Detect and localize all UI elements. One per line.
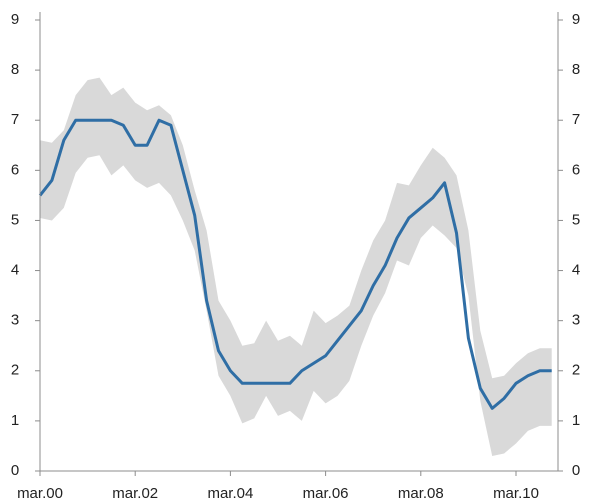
y-tick-label: 4 <box>11 262 19 279</box>
x-tick-label: mar.00 <box>17 485 63 502</box>
y2-tick-label: 4 <box>572 262 580 279</box>
x-tick-label: mar.06 <box>303 485 349 502</box>
y2-tick-label: 8 <box>572 61 580 78</box>
y2-tick-label: 9 <box>572 11 580 28</box>
y-tick-label: 8 <box>11 61 19 78</box>
band <box>40 77 552 456</box>
y2-tick-label: 2 <box>572 362 580 379</box>
y-tick-label: 2 <box>11 362 19 379</box>
y-tick-label: 0 <box>11 462 19 479</box>
y-tick-label: 9 <box>11 11 19 28</box>
y-tick-label: 3 <box>11 312 19 329</box>
y2-tick-label: 3 <box>572 312 580 329</box>
y-tick-label: 5 <box>11 211 19 228</box>
x-tick-label: mar.08 <box>398 485 444 502</box>
y2-tick-label: 6 <box>572 161 580 178</box>
x-tick-label: mar.02 <box>112 485 158 502</box>
x-tick-label: mar.04 <box>207 485 253 502</box>
y-tick-label: 7 <box>11 111 19 128</box>
y2-tick-label: 7 <box>572 111 580 128</box>
y2-tick-label: 0 <box>572 462 580 479</box>
y2-tick-label: 5 <box>572 211 580 228</box>
y2-tick-label: 1 <box>572 412 580 429</box>
line <box>38 118 552 410</box>
x-tick-label: mar.10 <box>493 485 539 502</box>
y-tick-label: 6 <box>11 161 19 178</box>
y-tick-label: 1 <box>11 412 19 429</box>
